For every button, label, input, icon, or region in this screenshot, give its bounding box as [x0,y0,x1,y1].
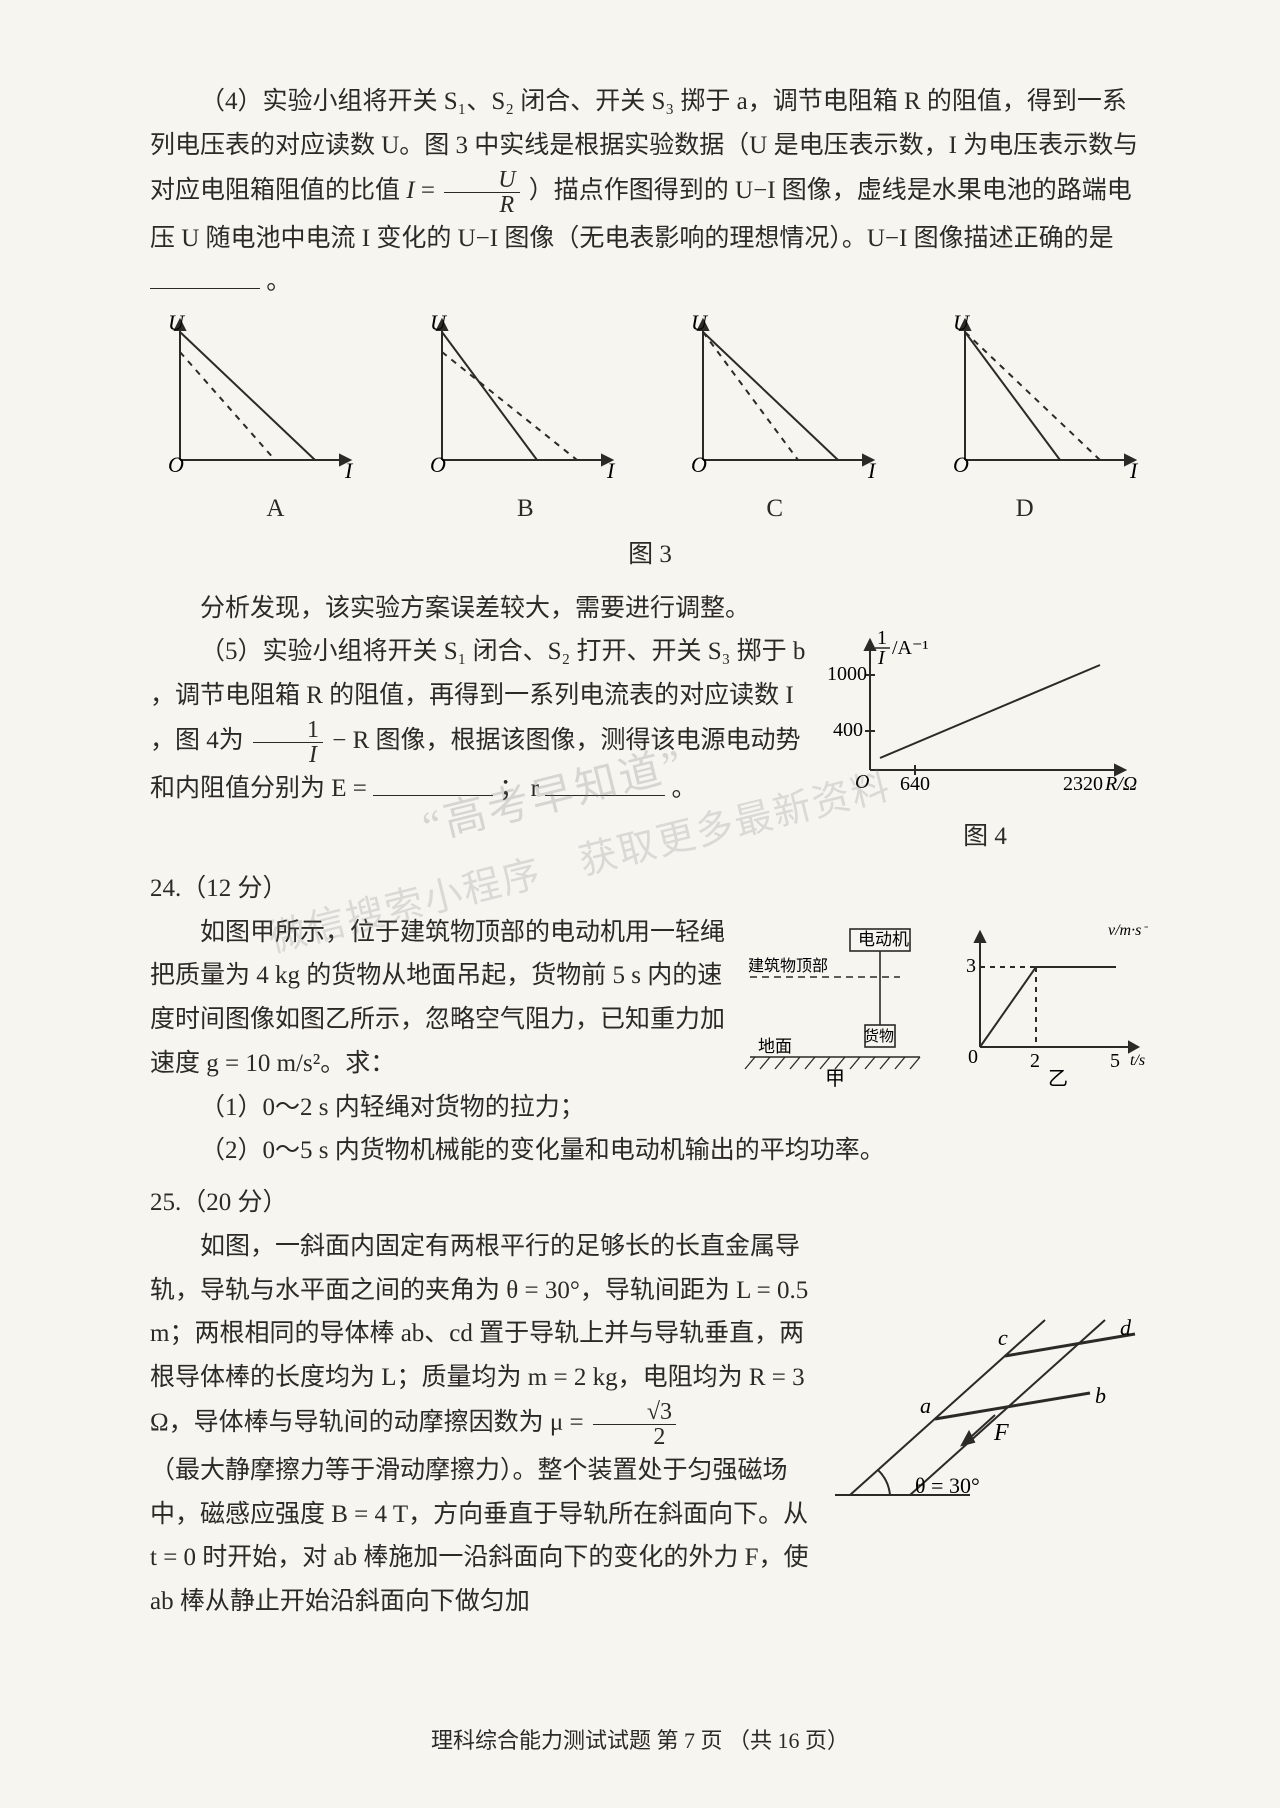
q23-part4: （4）实验小组将开关 S₁、S₂ 闭合、开关 S₃ 掷于 a，调节电阻箱 R 的… [150,80,1150,304]
fig3-caption: 图 3 [150,533,1150,577]
frac-U-over-R: U R [444,168,519,217]
svg-text:O: O [953,452,969,477]
q24-item2: （2）0～5 s 内货物机械能的变化量和电动机输出的平均功率。 [150,1129,1150,1173]
answer-blank-r[interactable] [545,767,665,796]
svg-text:O: O [855,771,869,793]
fig3-panel-a: O U I [150,310,365,485]
svg-text:U: U [691,310,709,335]
q24-fig-jia: 电动机 建筑物顶部 地面 货物 甲 [730,917,930,1087]
svg-text:a: a [920,1393,931,1418]
label: 建筑物顶部 [748,957,828,975]
svg-text:d: d [1120,1315,1132,1340]
fig4-block: 1000 400 O 640 2320 R/Ω 1 I /A⁻¹ 图 4 [820,630,1150,859]
svg-text:I: I [606,458,616,483]
svg-text:1000: 1000 [827,663,867,685]
svg-text:θ = 30°: θ = 30° [915,1473,980,1498]
svg-text:b: b [1095,1383,1106,1408]
svg-text:3: 3 [966,955,976,977]
fig3-panel-d: O U I [935,310,1150,485]
opt-a: A [266,487,284,531]
svg-text:F: F [993,1420,1009,1446]
label: 货物 [864,1028,894,1045]
svg-text:I: I [867,458,877,483]
text: 。 [266,268,291,295]
fig3-options-row: O U I O U I O U I [150,310,1150,485]
fig3-panel-c: O U I [673,310,888,485]
frac-1-over-I: 1 I [253,718,323,767]
text: ； r [499,775,545,802]
opt-c: C [766,487,783,531]
q24-head: 24.（12 分） [150,867,1150,911]
svg-text:O: O [430,452,446,477]
svg-text:U: U [430,310,448,335]
fig3-option-labels: A B C D [150,487,1150,531]
svg-text:640: 640 [900,773,930,795]
svg-text:/A⁻¹: /A⁻¹ [892,637,929,659]
svg-text:2: 2 [1030,1050,1040,1072]
svg-text:5: 5 [1110,1050,1120,1072]
fig3-panel-b: O U I [412,310,627,485]
label: 电动机 [858,930,909,949]
svg-text:t/s: t/s [1130,1052,1145,1069]
q23-analysis: 分析发现，该实验方案误差较大，需要进行调整。 [150,587,1150,631]
page-footer: 理科综合能力测试试题 第 7 页 （共 16 页） [0,1722,1280,1761]
fig4-caption: 图 4 [820,815,1150,859]
label: 地面 [758,1037,792,1056]
svg-text:U: U [168,310,186,335]
svg-text:R/Ω: R/Ω [1104,773,1137,795]
text: 如图，一斜面内固定有两根平行的足够长的长直金属导轨，导轨与水平面之间的夹角为 θ… [150,1233,808,1436]
svg-text:2320: 2320 [1063,773,1103,795]
q24-figs: 电动机 建筑物顶部 地面 货物 甲 3 0 2 5 v/m·s⁻¹ [730,917,1150,1087]
answer-blank[interactable] [150,261,260,290]
svg-text:I: I [877,647,886,669]
q24-item1: （1）0～2 s 内轻绳对货物的拉力； [150,1086,1150,1130]
svg-text:I: I [1129,458,1139,483]
svg-text:c: c [998,1325,1008,1350]
svg-text:U: U [953,310,971,335]
svg-text:400: 400 [833,719,863,741]
text: 。 [671,775,696,802]
svg-text:I: I [344,458,354,483]
caption-yi: 乙 [1048,1068,1068,1087]
frac-sqrt3-over-2: √3 2 [593,1400,676,1449]
svg-text:v/m·s⁻¹: v/m·s⁻¹ [1108,922,1148,939]
caption-jia: 甲 [825,1068,845,1087]
q25-incline: a b c d F θ = 30° [820,1285,1150,1525]
q24-fig-yi: 3 0 2 5 v/m·s⁻¹ t/s 乙 [948,917,1148,1087]
fig4-graph: 1000 400 O 640 2320 R/Ω 1 I /A⁻¹ [825,630,1145,800]
q25-fig: a b c d F θ = 30° [820,1285,1150,1540]
opt-d: D [1016,487,1034,531]
svg-text:O: O [691,452,707,477]
q25-head: 25.（20 分） [150,1181,1150,1225]
svg-text:O: O [168,452,184,477]
answer-blank-e[interactable] [373,767,493,796]
svg-text:0: 0 [968,1046,978,1068]
opt-b: B [517,487,534,531]
